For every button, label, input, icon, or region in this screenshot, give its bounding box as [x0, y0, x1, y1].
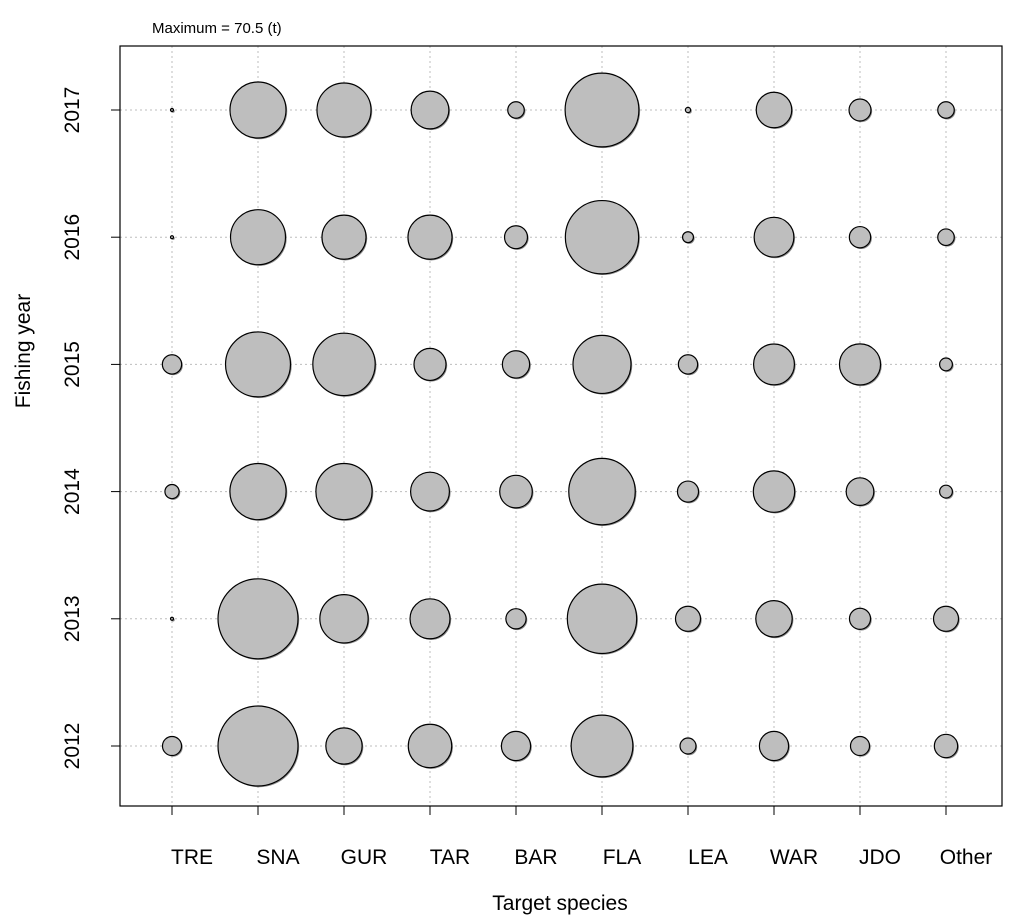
x-tick-label: TAR	[430, 846, 470, 869]
x-axis-label: Target species	[492, 892, 627, 915]
bubble	[325, 727, 363, 765]
bubble	[409, 598, 451, 640]
bubble	[229, 209, 287, 266]
x-tick-label: SNA	[256, 846, 299, 869]
bubble	[161, 354, 183, 375]
bubble	[848, 607, 872, 630]
x-tick-label: JDO	[859, 846, 901, 869]
bubble	[849, 735, 871, 757]
bubble	[838, 343, 882, 386]
y-tick-label: 2013	[61, 595, 84, 642]
bubble	[407, 214, 453, 260]
y-tick-label: 2017	[61, 87, 84, 134]
grid-lines	[120, 46, 1002, 806]
x-tick-label: TRE	[171, 846, 213, 869]
y-tick-label: 2014	[61, 468, 84, 515]
x-tick-label: LEA	[688, 846, 728, 869]
bubble	[572, 334, 632, 395]
bubble	[939, 484, 953, 499]
bubble	[410, 90, 450, 130]
bubble	[164, 483, 180, 500]
bubble	[932, 605, 960, 632]
bubble	[169, 235, 175, 240]
bubble	[407, 723, 453, 769]
bubble	[848, 225, 872, 249]
bubble	[933, 733, 959, 759]
bubble	[499, 474, 533, 509]
x-axis-ticks: TRE SNA GUR TAR BAR FLA LEA WAR JDO Other	[171, 806, 992, 869]
bubble	[316, 82, 372, 138]
bubble	[752, 343, 796, 386]
bubble	[315, 462, 373, 521]
bubble	[319, 594, 369, 644]
bubble	[312, 332, 376, 397]
bubble	[413, 347, 447, 382]
bubble	[681, 231, 695, 244]
bubble	[224, 331, 292, 398]
y-tick-label: 2015	[61, 341, 84, 388]
bubble	[679, 737, 697, 755]
bubble	[568, 457, 636, 526]
bubble	[503, 225, 529, 250]
x-tick-label: WAR	[770, 846, 818, 869]
y-axis-label: Fishing year	[12, 294, 35, 408]
bubble	[505, 608, 527, 630]
x-tick-label: FLA	[603, 846, 642, 869]
bubble	[684, 106, 692, 114]
bubble	[507, 101, 525, 119]
bubble	[939, 357, 953, 372]
bubble	[169, 616, 175, 621]
bubble	[570, 714, 634, 778]
bubble	[677, 354, 699, 375]
x-tick-label: BAR	[514, 846, 557, 869]
bubble	[217, 705, 299, 787]
bubble	[937, 101, 955, 119]
bubble	[848, 98, 872, 122]
maximum-annotation: Maximum = 70.5 (t)	[152, 20, 282, 37]
bubble	[217, 578, 299, 660]
bubble	[500, 730, 532, 762]
bubble	[674, 605, 702, 632]
bubble	[752, 470, 796, 513]
bubble	[229, 81, 287, 139]
bubble	[564, 72, 640, 148]
bubble	[409, 471, 451, 512]
bubbles	[161, 72, 960, 788]
bubble	[564, 199, 640, 275]
bubble	[161, 735, 183, 757]
bubble	[753, 216, 795, 258]
y-axis-ticks: 2012 2013 2014 2015 2016 2017	[61, 87, 120, 770]
bubble	[566, 583, 638, 655]
bubble	[937, 228, 955, 247]
bubble	[169, 107, 175, 113]
bubble	[845, 477, 875, 507]
bubble	[676, 480, 700, 503]
bubble	[755, 91, 793, 129]
plot-frame	[119, 45, 1003, 807]
x-tick-label: Other	[940, 846, 993, 869]
y-tick-label: 2016	[61, 214, 84, 261]
bubble	[321, 214, 367, 260]
bubble	[229, 462, 287, 521]
x-tick-label: GUR	[341, 846, 388, 869]
bubble	[501, 350, 531, 379]
y-tick-label: 2012	[61, 723, 84, 770]
bubble	[755, 599, 793, 638]
bubble	[758, 730, 790, 762]
